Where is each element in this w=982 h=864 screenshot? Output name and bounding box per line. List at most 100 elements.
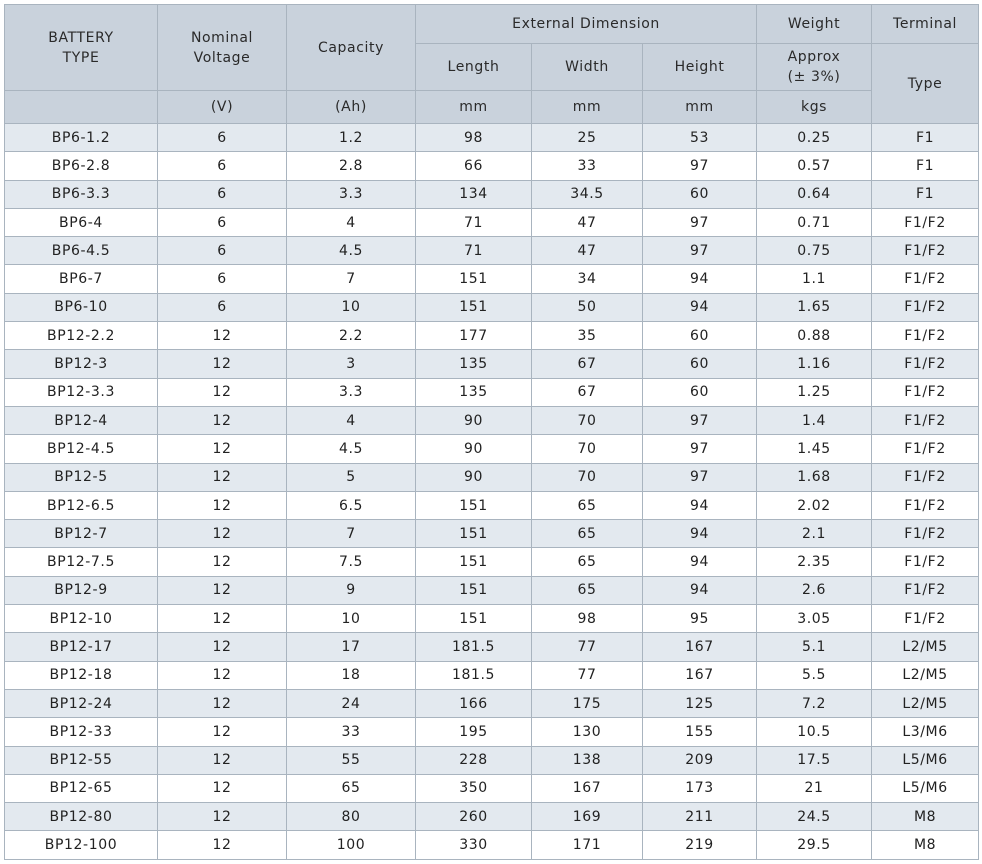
cell-height: 94 [641, 292, 758, 323]
cell-height: 167 [641, 632, 758, 662]
cell-height: 94 [641, 264, 758, 294]
unit-weight: kgs [756, 90, 873, 124]
cell-weight: 1.1 [756, 264, 873, 294]
cell-weight: 1.4 [756, 405, 873, 436]
cell-weight: 2.35 [756, 547, 873, 577]
cell-terminal: M8 [871, 802, 980, 832]
cell-voltage: 12 [157, 660, 287, 690]
cell-terminal: F1/F2 [871, 236, 980, 266]
table-row: BP12-33 12 33 195 130 155 10.5 L3/M6 [4, 717, 980, 747]
cell-height: 94 [641, 547, 758, 577]
cell-terminal: L2/M5 [871, 688, 980, 719]
cell-width: 167 [531, 773, 643, 804]
table-row: BP6-10 6 10 151 50 94 1.65 F1/F2 [4, 292, 980, 323]
cell-length: 90 [415, 434, 532, 464]
cell-battery-type: BP12-3.3 [4, 377, 158, 407]
unit-width: mm [531, 90, 643, 124]
cell-voltage: 12 [157, 490, 287, 521]
cell-weight: 1.45 [756, 434, 873, 464]
cell-terminal: F1/F2 [871, 490, 980, 521]
cell-terminal: F1/F2 [871, 349, 980, 379]
cell-capacity: 55 [286, 745, 416, 775]
cell-battery-type: BP12-4.5 [4, 434, 158, 464]
cell-terminal: M8 [871, 830, 980, 860]
cell-height: 173 [641, 773, 758, 804]
header-approx-line2: (± 3%) [787, 69, 841, 85]
cell-height: 97 [641, 405, 758, 436]
unit-battery-type [4, 90, 158, 124]
cell-voltage: 12 [157, 688, 287, 719]
cell-terminal: F1/F2 [871, 377, 980, 407]
cell-height: 211 [641, 802, 758, 832]
cell-width: 47 [531, 207, 643, 238]
cell-voltage: 6 [157, 151, 287, 181]
cell-width: 65 [531, 519, 643, 549]
cell-weight: 0.71 [756, 207, 873, 238]
table-row: BP6-1.2 6 1.2 98 25 53 0.25 F1 [4, 122, 980, 153]
cell-weight: 5.1 [756, 632, 873, 662]
table-row: BP12-65 12 65 350 167 173 21 L5/M6 [4, 773, 980, 804]
cell-weight: 2.1 [756, 519, 873, 549]
cell-voltage: 12 [157, 632, 287, 662]
cell-weight: 0.88 [756, 321, 873, 351]
cell-terminal: F1/F2 [871, 405, 980, 436]
table-row: BP12-17 12 17 181.5 77 167 5.1 L2/M5 [4, 632, 980, 662]
table-row: BP12-7.5 12 7.5 151 65 94 2.35 F1/F2 [4, 547, 980, 577]
header-height: Height [641, 43, 758, 91]
cell-weight: 1.65 [756, 292, 873, 323]
cell-length: 195 [415, 717, 532, 747]
table-row: BP12-2.2 12 2.2 177 35 60 0.88 F1/F2 [4, 321, 980, 351]
table-row: BP12-18 12 18 181.5 77 167 5.5 L2/M5 [4, 660, 980, 690]
cell-battery-type: BP12-65 [4, 773, 158, 804]
cell-length: 151 [415, 604, 532, 634]
cell-length: 228 [415, 745, 532, 775]
cell-weight: 17.5 [756, 745, 873, 775]
header-battery-type-line2: TYPE [62, 49, 100, 66]
table-row: BP12-100 12 100 330 171 219 29.5 M8 [4, 830, 980, 860]
cell-length: 135 [415, 349, 532, 379]
table-row: BP6-2.8 6 2.8 66 33 97 0.57 F1 [4, 151, 980, 181]
cell-length: 71 [415, 236, 532, 266]
cell-voltage: 6 [157, 236, 287, 266]
cell-width: 34.5 [531, 179, 643, 209]
cell-voltage: 6 [157, 179, 287, 209]
cell-battery-type: BP12-2.2 [4, 321, 158, 351]
table-row: BP12-5 12 5 90 70 97 1.68 F1/F2 [4, 462, 980, 492]
cell-voltage: 12 [157, 405, 287, 436]
cell-capacity: 24 [286, 688, 416, 719]
cell-terminal: F1/F2 [871, 207, 980, 238]
header-battery-type-line1: BATTERY [48, 29, 114, 46]
cell-length: 166 [415, 688, 532, 719]
cell-voltage: 6 [157, 292, 287, 323]
cell-capacity: 33 [286, 717, 416, 747]
header-approx: Approx (± 3%) [756, 43, 873, 91]
table-row: BP6-3.3 6 3.3 134 34.5 60 0.64 F1 [4, 179, 980, 209]
cell-weight: 0.75 [756, 236, 873, 266]
cell-length: 151 [415, 292, 532, 323]
header-battery-type: BATTERY TYPE [4, 4, 158, 91]
cell-length: 71 [415, 207, 532, 238]
cell-width: 50 [531, 292, 643, 323]
unit-capacity: (Ah) [286, 90, 416, 124]
cell-capacity: 4 [286, 207, 416, 238]
cell-height: 94 [641, 575, 758, 606]
cell-terminal: F1 [871, 122, 980, 153]
header-terminal: Terminal [871, 4, 980, 44]
cell-terminal: L2/M5 [871, 632, 980, 662]
cell-voltage: 6 [157, 122, 287, 153]
cell-weight: 24.5 [756, 802, 873, 832]
cell-width: 98 [531, 604, 643, 634]
cell-length: 98 [415, 122, 532, 153]
cell-terminal: F1/F2 [871, 575, 980, 606]
table-row: BP12-3.3 12 3.3 135 67 60 1.25 F1/F2 [4, 377, 980, 407]
cell-width: 70 [531, 434, 643, 464]
cell-battery-type: BP12-18 [4, 660, 158, 690]
cell-height: 60 [641, 179, 758, 209]
cell-battery-type: BP12-7 [4, 519, 158, 549]
cell-weight: 1.25 [756, 377, 873, 407]
cell-height: 97 [641, 236, 758, 266]
cell-width: 65 [531, 547, 643, 577]
cell-battery-type: BP6-3.3 [4, 179, 158, 209]
cell-weight: 7.2 [756, 688, 873, 719]
cell-height: 60 [641, 321, 758, 351]
